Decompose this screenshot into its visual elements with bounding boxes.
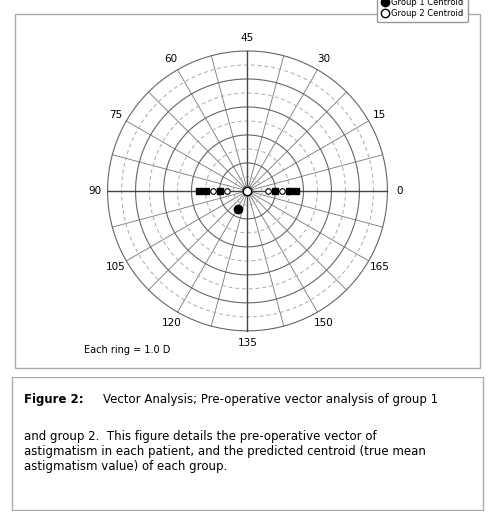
Circle shape [243, 186, 252, 196]
Text: 45: 45 [241, 34, 254, 43]
Text: 75: 75 [109, 110, 122, 120]
Text: 30: 30 [317, 54, 330, 64]
Text: 150: 150 [314, 318, 334, 328]
Text: 135: 135 [238, 338, 257, 348]
Text: 15: 15 [373, 110, 386, 120]
Legend: Group 1, Group 2, Group 1 Centroid, Group 2 Centroid: Group 1, Group 2, Group 1 Centroid, Grou… [377, 0, 468, 22]
Text: and group 2.  This figure details the pre-operative vector of
astigmatism in eac: and group 2. This figure details the pre… [24, 430, 426, 473]
Text: 105: 105 [105, 262, 125, 272]
Text: 120: 120 [161, 318, 181, 328]
Text: 0: 0 [397, 186, 403, 196]
Text: Figure 2:: Figure 2: [24, 393, 84, 406]
Text: Each ring = 1.0 D: Each ring = 1.0 D [84, 345, 170, 354]
Text: Vector Analysis; Pre-operative vector analysis of group 1: Vector Analysis; Pre-operative vector an… [102, 393, 438, 406]
Text: 165: 165 [370, 262, 390, 272]
Text: 90: 90 [89, 186, 101, 196]
Text: 60: 60 [165, 54, 178, 64]
